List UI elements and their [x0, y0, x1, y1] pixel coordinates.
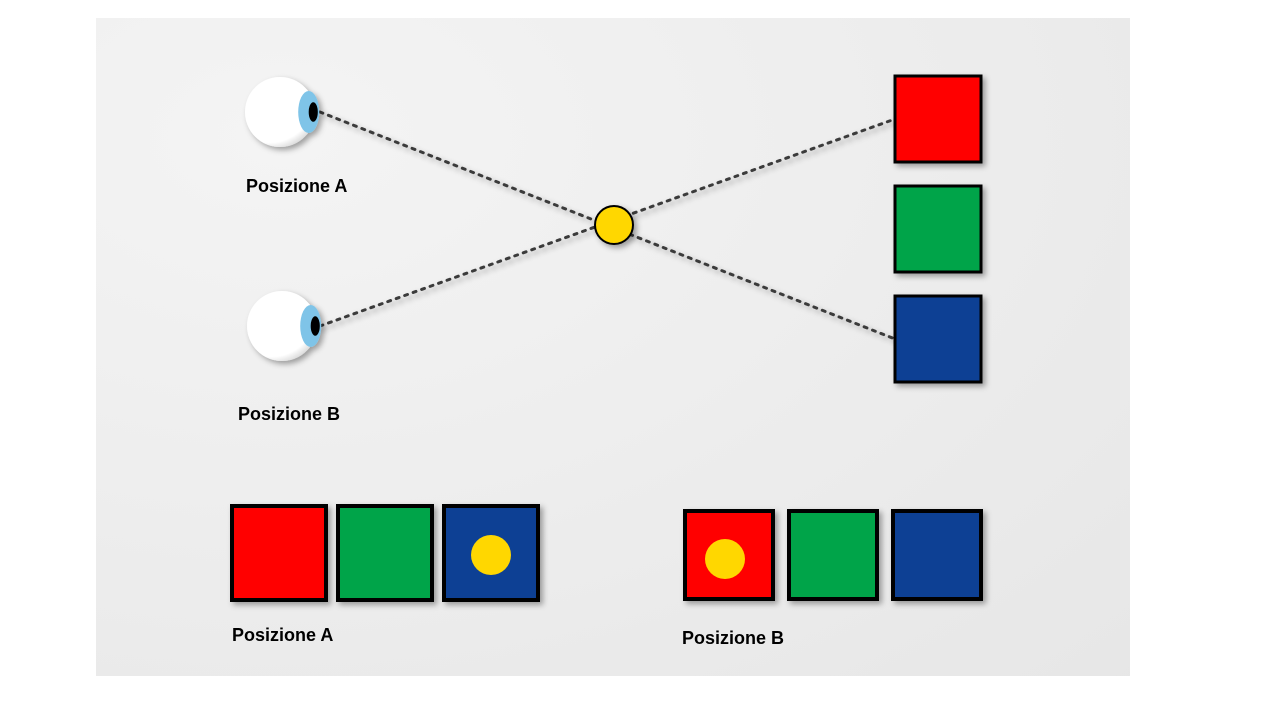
label-position-a-top: Posizione A	[246, 176, 347, 197]
row-b-square-2	[893, 511, 981, 599]
label-position-a-bottom: Posizione A	[232, 625, 333, 646]
column-square-green	[895, 186, 981, 272]
column-square-red	[895, 76, 981, 162]
row-b-square-0	[685, 511, 773, 599]
row-a-square-2	[444, 506, 538, 600]
row-a-square-1	[338, 506, 432, 600]
row-b-square-1	[789, 511, 877, 599]
row-a-square-0	[232, 506, 326, 600]
label-position-b-bottom: Posizione B	[682, 628, 784, 649]
center-dot	[595, 206, 633, 244]
diagram-canvas	[0, 0, 1280, 720]
label-position-b-mid: Posizione B	[238, 404, 340, 425]
column-square-blue	[895, 296, 981, 382]
